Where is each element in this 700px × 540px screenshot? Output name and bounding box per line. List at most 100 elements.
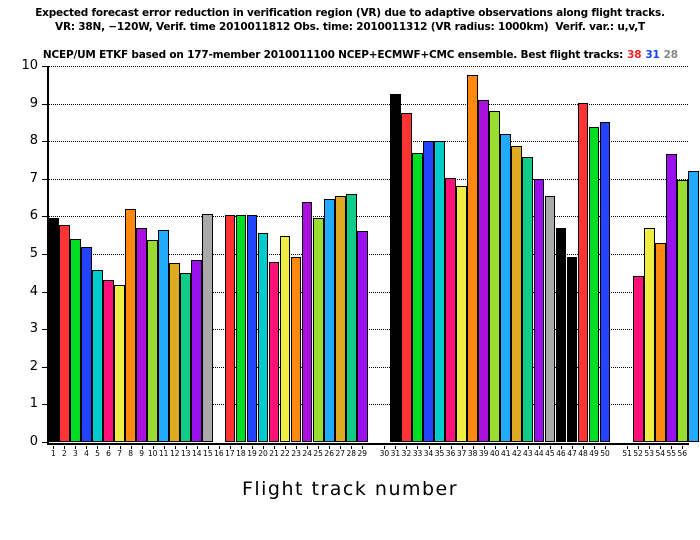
x-tick-mark: [439, 446, 441, 449]
x-tick-label: 27: [335, 449, 345, 458]
bar: [478, 99, 490, 442]
x-tick-label: 51: [622, 449, 632, 458]
bar: [412, 153, 423, 442]
best-track-2: 31: [645, 49, 660, 61]
bar: [81, 247, 92, 442]
x-tick-mark: [649, 446, 651, 449]
bar: [467, 74, 478, 442]
bar: [599, 122, 611, 442]
bar: [555, 227, 567, 442]
best-track-3: 28: [663, 49, 678, 61]
bar: [147, 239, 158, 442]
y-tick-mark: [42, 442, 47, 443]
x-tick-mark: [64, 446, 66, 449]
x-tick-mark: [130, 446, 132, 449]
x-tick-mark: [527, 446, 529, 449]
bar: [566, 256, 578, 442]
x-tick-label: 24: [302, 449, 312, 458]
bar: [522, 157, 534, 442]
x-tick-mark: [406, 446, 408, 449]
x-tick-mark: [638, 446, 640, 449]
x-tick-mark: [196, 446, 198, 449]
y-tick-label: 7: [29, 170, 38, 186]
x-tick-label: 43: [523, 449, 533, 458]
title-line-1: Expected forecast error reduction in ver…: [35, 7, 665, 19]
x-tick-label: 46: [556, 449, 566, 458]
y-tick-mark: [42, 404, 47, 406]
bar: [235, 214, 247, 442]
x-tick-mark: [340, 446, 342, 449]
y-tick-label: 10: [21, 58, 38, 73]
x-tick-mark: [307, 446, 309, 449]
x-axis-title: Flight track number: [241, 478, 459, 500]
x-tick-mark: [627, 446, 629, 449]
x-tick-mark: [505, 446, 507, 449]
x-tick-mark: [318, 446, 320, 449]
bar: [688, 170, 699, 442]
x-tick-label: 26: [324, 449, 334, 458]
bar: [390, 94, 401, 442]
title-line-2: VR: 38N, −120W, Verif. time 2010011812 O…: [55, 21, 645, 33]
bar: [423, 141, 434, 442]
x-tick-mark: [461, 446, 463, 449]
x-tick-label: 48: [578, 449, 588, 458]
x-tick-label: 54: [655, 449, 665, 458]
x-tick-label: 52: [633, 449, 643, 458]
x-tick-mark: [53, 446, 55, 449]
bar: [334, 195, 346, 442]
x-tick-mark: [417, 446, 419, 449]
y-tick-label: 5: [29, 246, 38, 261]
bar: [654, 243, 666, 442]
x-axis-tick-labels: 1 2 3 4 5 6 7 8 9 10 11 12 13 14 15 16 17 18 19 20 21 22 23 24 2…: [48, 446, 688, 462]
x-tick-mark: [472, 446, 474, 449]
x-tick-label: 9: [139, 449, 145, 458]
x-tick-mark: [594, 446, 596, 449]
x-tick-label: 22: [280, 449, 290, 458]
x-tick-label: 44: [534, 449, 544, 458]
y-tick-label: 0: [29, 434, 38, 449]
y-tick-label: 6: [29, 208, 38, 224]
x-tick-label: 53: [644, 449, 654, 458]
x-tick-label: 3: [73, 449, 78, 458]
x-tick-label: 37: [456, 449, 467, 458]
title-line-3: NCEP/UM ETKF based on 177-member 2010011…: [0, 34, 700, 76]
gridline: [48, 366, 688, 368]
x-tick-label: 19: [247, 449, 257, 458]
gridline: [48, 329, 688, 331]
x-tick-label: 21: [269, 449, 279, 458]
x-tick-mark: [549, 446, 551, 449]
y-tick-mark: [42, 103, 47, 105]
x-tick-label: 35: [434, 449, 445, 458]
x-tick-label: 55: [666, 449, 677, 458]
bar: [588, 126, 600, 442]
x-tick-label: 18: [236, 449, 246, 458]
x-tick-mark: [395, 446, 397, 449]
x-tick-label: 14: [192, 449, 202, 458]
x-tick-mark: [251, 446, 253, 449]
bar: [92, 270, 103, 442]
x-tick-label: 32: [401, 449, 412, 458]
x-tick-mark: [605, 446, 607, 449]
x-tick-mark: [97, 446, 99, 449]
x-tick-mark: [583, 446, 584, 449]
bar: [48, 218, 59, 442]
bar: [665, 154, 677, 442]
x-tick-mark: [185, 446, 187, 449]
bar: [577, 102, 589, 442]
bar: [103, 280, 114, 442]
x-tick-label: 49: [589, 449, 599, 458]
x-tick-mark: [296, 446, 298, 449]
x-tick-label: 38: [467, 449, 478, 458]
x-tick-label: 20: [258, 449, 268, 458]
x-tick-mark: [682, 446, 684, 449]
x-tick-mark: [108, 446, 110, 449]
bar: [268, 262, 280, 442]
x-tick-mark: [152, 446, 154, 449]
bar: [169, 263, 181, 442]
x-tick-mark: [362, 446, 364, 449]
bar: [401, 113, 412, 442]
y-tick-label: 9: [29, 95, 38, 111]
x-tick-label: 10: [147, 449, 158, 458]
x-tick-mark: [560, 446, 562, 449]
